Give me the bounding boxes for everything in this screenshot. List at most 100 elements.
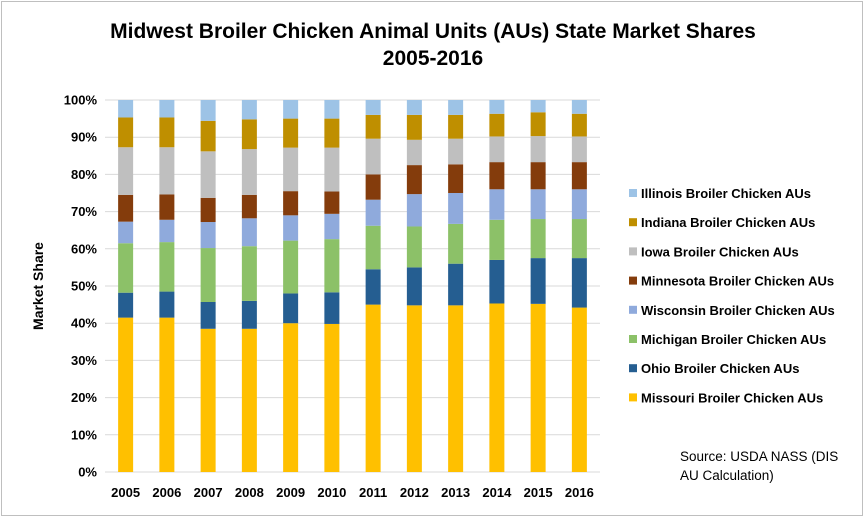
bar-segment [200,120,216,152]
bar-segment [530,189,546,220]
bar-segment [530,219,546,259]
bar-segment [159,117,175,148]
bar-segment [200,222,216,249]
bar-segment [406,165,422,195]
x-tick-label: 2011 [359,485,387,500]
bar-segment [118,100,134,118]
bar-segment [159,242,175,292]
bar-segment [324,147,340,192]
legend-label: Wisconsin Broiler Chicken AUs [641,303,835,318]
bar-segment [365,225,381,270]
bar-segment [159,194,175,220]
bar-segment [571,100,587,114]
y-tick-label: 80% [71,167,97,182]
bar-segment [324,118,340,148]
bar-segment [118,147,134,195]
bar-segment [324,323,340,472]
legend-swatch [629,218,637,227]
bar-segment [324,100,340,119]
bar-segment [571,219,587,259]
bar-segment [118,292,134,318]
x-tick-label: 2009 [276,485,305,500]
bar-segment [530,303,546,472]
x-tick-label: 2006 [152,485,181,500]
legend-swatch [629,276,637,285]
legend-swatch [629,393,637,402]
bar-segment [448,193,464,224]
legend-swatch [629,305,637,314]
bar-segment [571,136,587,163]
bar-segment [448,305,464,472]
bar-segment [489,162,505,190]
bar-segment [530,162,546,190]
bar-segment [241,218,257,247]
bar-segment [283,215,299,241]
bar-segment [200,197,216,223]
legend-label: Michigan Broiler Chicken AUs [641,332,826,347]
bar-segment [530,136,546,163]
bar-segment [283,293,299,324]
x-tick-label: 2015 [524,485,553,500]
bar-segment [283,147,299,192]
bar-segment [448,263,464,306]
y-tick-label: 60% [71,241,97,256]
bar-segment [200,328,216,472]
x-tick-label: 2014 [482,485,512,500]
legend-label: Indiana Broiler Chicken AUs [641,215,815,230]
bar-segment [159,219,175,243]
source-line1: Source: USDA NASS (DIS [680,449,839,464]
bar-segment [241,194,257,219]
legend-label: Illinois Broiler Chicken AUs [641,186,811,201]
bar-segment [159,291,175,318]
y-tick-label: 10% [71,427,97,442]
bar-segment [448,223,464,264]
bar-segment [324,292,340,324]
bar-segment [283,240,299,294]
y-tick-label: 30% [71,353,97,368]
legend-label: Ohio Broiler Chicken AUs [641,361,799,376]
bar-segment [241,100,257,120]
bar-segment [571,162,587,190]
bar-segment [406,100,422,115]
bar-segment [118,221,134,244]
bar-segment [283,100,299,119]
bar-segment [448,164,464,193]
bar-segment [530,258,546,304]
bar-segment [489,189,505,220]
bar-segment [283,118,299,148]
bar-segment [365,199,381,226]
bar-segment [365,269,381,305]
bar-segment [489,136,505,163]
x-tick-label: 2013 [441,485,470,500]
bar-segment [200,151,216,198]
legend-swatch [629,364,637,373]
x-tick-label: 2012 [400,485,429,500]
bar-segment [406,139,422,166]
bar-segment [283,191,299,216]
x-tick-label: 2010 [317,485,346,500]
bar-segment [489,259,505,304]
bar-segment [365,138,381,175]
source-note: Source: USDA NASS (DIS AU Calculation) [680,447,850,485]
x-tick-label: 2016 [565,485,594,500]
bar-segment [118,117,134,148]
bar-segment [365,174,381,200]
bar-segment [489,100,505,114]
bar-segment [571,189,587,220]
bar-segment [159,317,175,472]
bar-segment [200,100,216,121]
bar-segment [159,147,175,195]
bar-segment [200,248,216,302]
y-tick-label: 40% [71,316,97,331]
bar-segment [200,301,216,329]
bar-segment [406,194,422,227]
bar-segment [571,307,587,472]
bar-segment [448,114,464,139]
x-tick-label: 2007 [194,485,223,500]
y-tick-label: 50% [71,279,97,294]
bar-segment [118,317,134,472]
bar-segment [241,246,257,301]
bar-segment [406,267,422,306]
legend-label: Iowa Broiler Chicken AUs [641,244,799,259]
